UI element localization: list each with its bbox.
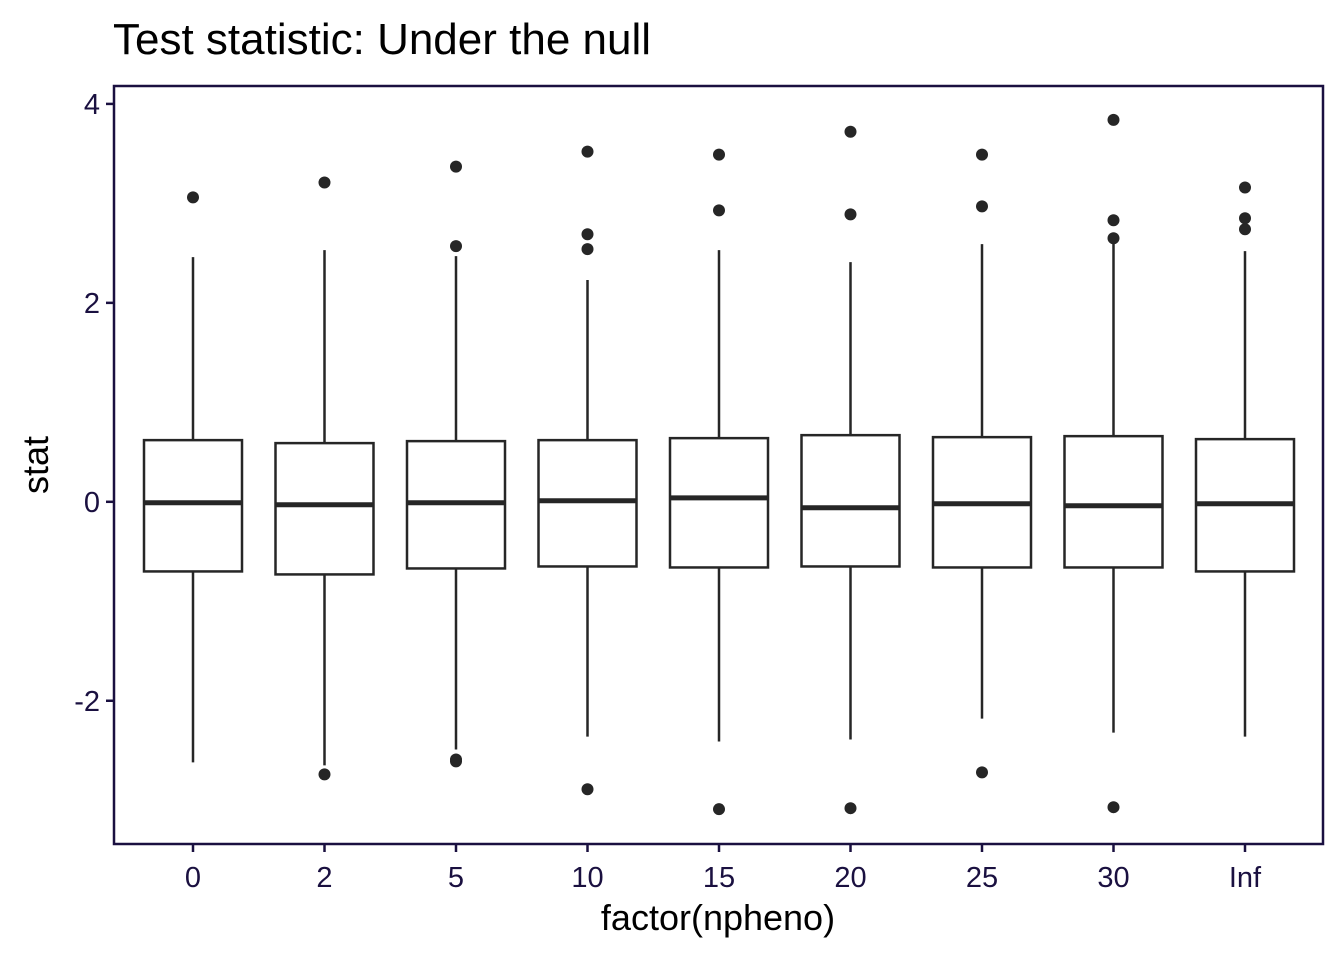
- outlier-point: [450, 755, 462, 768]
- outlier-point: [844, 208, 857, 221]
- outlier-point: [450, 240, 462, 253]
- outlier-point: [450, 160, 462, 173]
- y-tick-label: 0: [84, 487, 100, 519]
- outlier-point: [976, 766, 988, 779]
- outlier-point: [976, 148, 988, 161]
- boxes-layer: [142, 113, 1296, 816]
- boxplot-25: [931, 148, 1033, 779]
- outlier-point: [318, 176, 331, 189]
- x-tick-label: 20: [834, 862, 866, 894]
- boxplot-10: [537, 145, 638, 796]
- outlier-point: [976, 200, 988, 213]
- outlier-point: [1107, 113, 1120, 126]
- outlier-point: [1107, 232, 1120, 245]
- chart-title: Test statistic: Under the null: [113, 15, 651, 64]
- boxplot-20: [800, 125, 901, 815]
- boxplot-2: [274, 176, 375, 781]
- boxplot-Inf: [1194, 181, 1296, 737]
- x-tick-label: 15: [703, 862, 735, 894]
- box: [668, 436, 770, 569]
- outlier-point: [581, 228, 594, 241]
- y-tick-label: 2: [84, 288, 100, 320]
- boxplot-30: [1063, 113, 1164, 814]
- outlier-point: [1239, 223, 1251, 236]
- box: [274, 441, 375, 576]
- outlier-point: [844, 802, 857, 815]
- box: [142, 438, 244, 573]
- outlier-point: [1107, 214, 1120, 227]
- x-tick-label: 10: [571, 862, 603, 894]
- outlier-point: [581, 145, 594, 158]
- boxplot-0: [142, 191, 244, 763]
- outlier-point: [713, 204, 725, 217]
- x-tick-label: 25: [966, 862, 998, 894]
- x-tick-label: 0: [185, 862, 201, 894]
- x-tick-label: Inf: [1229, 862, 1262, 894]
- outlier-point: [1107, 801, 1120, 814]
- outlier-point: [844, 125, 857, 138]
- x-tick-label: 2: [316, 862, 332, 894]
- x-axis-label: factor(npheno): [601, 897, 835, 938]
- x-axis: 0 2 5 10 15 20 25 30 Inf: [185, 844, 1262, 894]
- outlier-point: [713, 803, 725, 816]
- outlier-point: [318, 768, 331, 781]
- outlier-point: [1239, 181, 1251, 194]
- box: [800, 433, 901, 568]
- y-axis: -2 0 2 4: [74, 89, 114, 718]
- boxplot-5: [405, 160, 507, 768]
- x-tick-label: 30: [1097, 862, 1129, 894]
- y-axis-label: stat: [15, 436, 56, 494]
- outlier-point: [581, 783, 594, 796]
- y-tick-label: -2: [74, 686, 100, 718]
- boxplot-15: [668, 148, 770, 816]
- y-tick-label: 4: [84, 89, 100, 121]
- outlier-point: [1239, 212, 1251, 225]
- outlier-point: [713, 148, 725, 161]
- outlier-point: [187, 191, 199, 204]
- outlier-point: [581, 243, 594, 256]
- x-tick-label: 5: [448, 862, 464, 894]
- box: [1063, 434, 1164, 569]
